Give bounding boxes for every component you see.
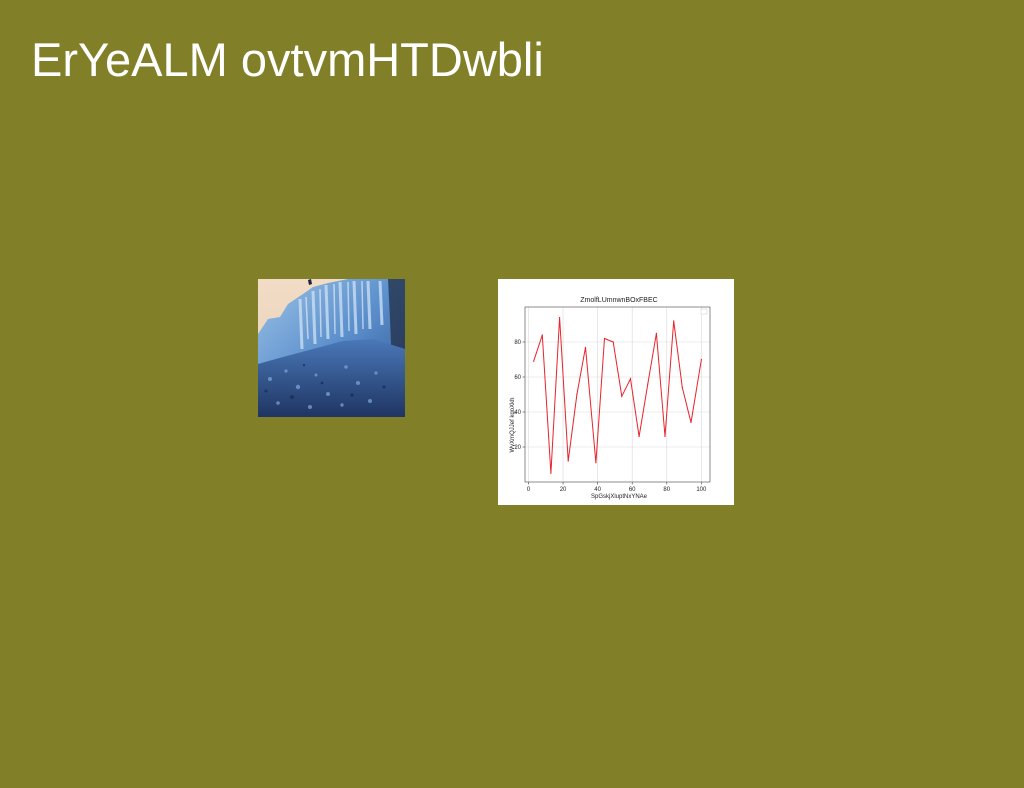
data-point <box>603 337 606 340</box>
y-tick-label: 80 <box>514 340 521 346</box>
x-tick-label: 0 <box>527 487 531 493</box>
chart-ticks: 0 20 40 60 80 100 20 40 60 80 <box>514 340 707 493</box>
y-tick-label: 40 <box>514 410 521 416</box>
x-tick-label: 100 <box>696 487 707 493</box>
data-point <box>681 386 683 389</box>
data-point <box>612 341 614 343</box>
series-line <box>533 317 702 474</box>
data-point <box>550 472 552 474</box>
y-tick-label: 60 <box>514 375 521 381</box>
data-point <box>673 320 675 322</box>
chart-svg: ZmolfLUmnwnBOxFBEC 0 20 40 60 80 10020406080 … <box>510 297 711 500</box>
data-point <box>647 383 649 385</box>
data-point <box>664 435 666 438</box>
icy-cliff-photo <box>258 279 405 417</box>
data-point <box>638 435 640 438</box>
x-axis-label: SpGskjXluptNxYNAe <box>591 494 648 500</box>
chart-title: ZmolfLUmnwnBOxFBEC <box>580 297 657 304</box>
data-point <box>655 332 657 334</box>
data-point <box>541 334 543 336</box>
data-point <box>533 360 535 362</box>
x-tick-label: 60 <box>629 487 636 493</box>
chart-legend <box>700 308 708 315</box>
x-tick-label: 80 <box>663 487 670 493</box>
data-point <box>584 346 587 348</box>
slide-title: ErYeALM ovtvmHTDwbli <box>31 33 544 86</box>
photo-graphic <box>258 279 405 417</box>
x-tick-label: 20 <box>560 487 567 493</box>
y-tick-label: 20 <box>514 445 521 451</box>
y-axis-label: WyXmQJJef kgoXkh <box>510 398 516 453</box>
data-point <box>559 316 561 319</box>
data-point <box>567 460 569 462</box>
data-point <box>595 462 597 464</box>
chart-grid <box>525 307 710 482</box>
line-chart: ZmolfLUmnwnBOxFBEC 0 20 40 60 80 100 20 40 60 80 … <box>498 279 734 505</box>
data-point <box>629 378 632 380</box>
x-tick-label: 40 <box>594 487 601 493</box>
data-point <box>576 393 578 396</box>
plot-area <box>524 306 711 483</box>
data-point <box>700 358 702 361</box>
data-point <box>690 421 692 424</box>
data-point <box>621 395 623 397</box>
